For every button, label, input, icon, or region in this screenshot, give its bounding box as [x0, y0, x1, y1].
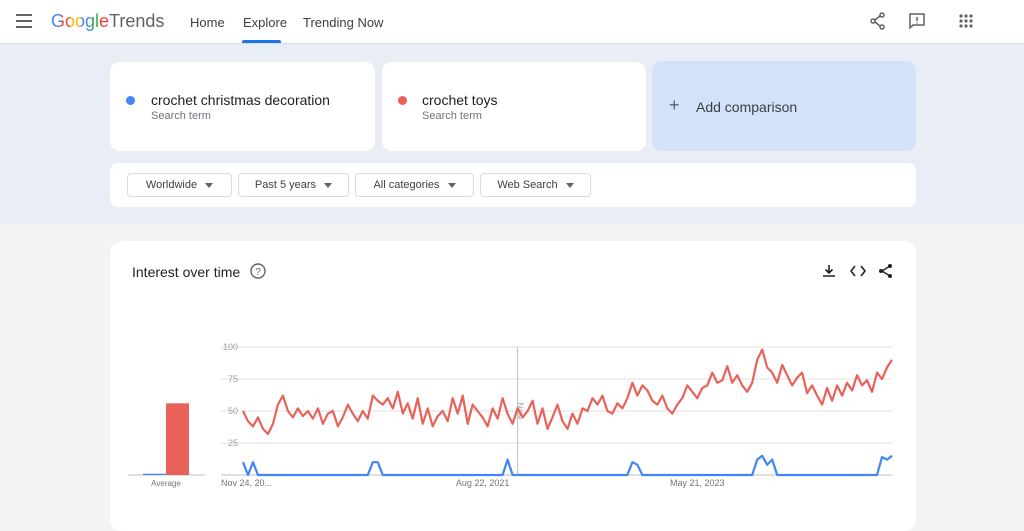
y-tick-label: 25 [228, 438, 238, 448]
filter-dropdown[interactable]: Worldwide [127, 173, 232, 197]
average-label: Average [151, 479, 181, 488]
x-tick-label: May 21, 2023 [670, 478, 725, 488]
share-icon[interactable] [869, 12, 887, 30]
feedback-icon[interactable] [908, 12, 926, 30]
x-tick-label: Aug 22, 2021 [456, 478, 510, 488]
panel-title: Interest over time [132, 264, 241, 280]
trend-line [241, 454, 893, 477]
term-text[interactable]: crochet christmas decoration [151, 92, 330, 108]
share-icon[interactable] [878, 263, 894, 279]
chart-panel: Interest over time ? [110, 241, 916, 531]
apps-icon[interactable] [959, 14, 973, 28]
term-dot [126, 96, 135, 105]
term-dot [398, 96, 407, 105]
chart: 25 50 75 100 Nov 24, 20... Aug 22, 2021 May 21… [128, 342, 893, 488]
download-icon[interactable] [822, 264, 836, 278]
y-tick-label: 75 [228, 374, 238, 384]
logo-google: Google [51, 11, 110, 31]
search-term-card[interactable]: crochet christmas decoration Search term [110, 62, 375, 151]
plus-icon: + [669, 95, 680, 115]
logo-trends: Trends [109, 11, 165, 31]
logo[interactable]: GoogleTrends [51, 11, 164, 32]
filter-dropdown[interactable]: Web Search [480, 173, 591, 197]
term-text[interactable]: crochet toys [422, 92, 498, 108]
embed-icon[interactable] [850, 265, 866, 277]
trend-line [242, 348, 893, 436]
top-bar: GoogleTrends Home Explore Trending Now [0, 0, 1024, 44]
svg-text:?: ? [255, 267, 261, 278]
average-bar [166, 403, 189, 475]
term-subtitle: Search term [422, 110, 482, 122]
search-term-card[interactable]: crochet toys Search term [382, 62, 646, 151]
filter-dropdown[interactable]: All categories [355, 173, 474, 197]
average-bar [143, 473, 166, 475]
y-tick-label: 100 [223, 342, 238, 352]
term-subtitle: Search term [151, 110, 211, 122]
add-comparison-label: Add comparison [696, 99, 798, 115]
nav-link[interactable]: Trending Now [303, 15, 384, 30]
nav-link[interactable]: Home [190, 15, 225, 30]
add-comparison[interactable]: + Add comparison [652, 61, 916, 151]
nav-underline [242, 40, 281, 43]
page: GoogleTrends Home Explore Trending Now c… [0, 0, 1024, 518]
x-tick-label: Nov 24, 20... [221, 478, 272, 488]
filter-dropdown[interactable]: Past 5 years [238, 173, 349, 197]
menu-icon[interactable] [16, 14, 32, 28]
y-tick-label: 50 [228, 406, 238, 416]
nav-link[interactable]: Explore [243, 15, 288, 30]
help-icon[interactable]: ? [250, 263, 266, 279]
